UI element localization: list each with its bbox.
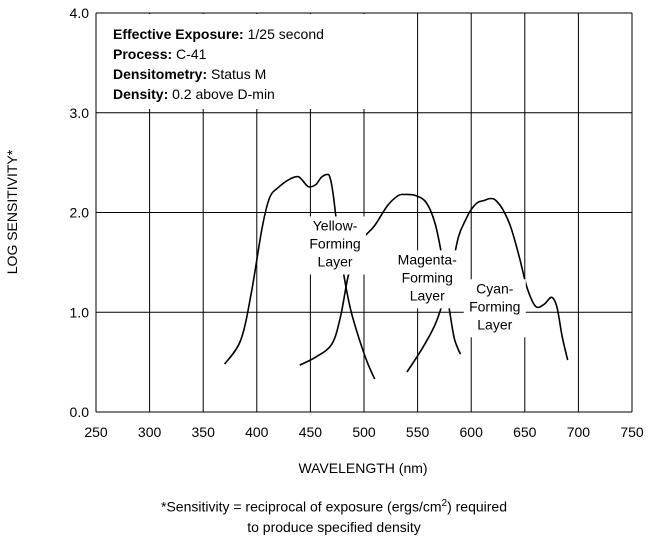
annotation-value-0: 1/25 second bbox=[244, 26, 324, 42]
y-axis-title: LOG SENSITIVITY* bbox=[4, 149, 20, 274]
chart-annotation-box: Effective Exposure: 1/25 second Process: … bbox=[97, 14, 407, 109]
y-axis-ticks: 0.0 1.0 2.0 3.0 4.0 bbox=[70, 5, 90, 420]
annotation-line-0: Effective Exposure: 1/25 second bbox=[113, 26, 324, 42]
magenta-forming-layer-label-line-1: Forming bbox=[402, 269, 453, 285]
x-tick-label-450: 450 bbox=[299, 424, 323, 440]
annotation-label-0: Effective Exposure: bbox=[113, 26, 244, 42]
x-axis-ticks: 250 300 350 400 450 500 550 600 650 700 750 bbox=[84, 424, 644, 440]
yellow-forming-layer-label-line-0: Yellow- bbox=[313, 217, 358, 233]
curve-labels: Yellow- Forming Layer Magenta- Forming Layer C… bbox=[304, 216, 526, 338]
footnote-superscript: 2 bbox=[441, 498, 448, 509]
footnote: *Sensitivity = reciprocal of exposure (e… bbox=[0, 494, 668, 537]
yellow-forming-layer-label-background bbox=[304, 216, 367, 275]
footnote-line-1-text-b: ) required bbox=[447, 498, 507, 515]
cyan-forming-layer-label-line-1: Forming bbox=[469, 298, 520, 314]
annotation-line-1: Process: C-41 bbox=[113, 46, 207, 62]
x-tick-label-700: 700 bbox=[567, 424, 591, 440]
x-tick-label-350: 350 bbox=[192, 424, 216, 440]
footnote-line-1-text-a: *Sensitivity = reciprocal of exposure (e… bbox=[161, 498, 442, 515]
magenta-forming-layer-label-line-2: Layer bbox=[410, 287, 445, 303]
x-tick-label-650: 650 bbox=[513, 424, 537, 440]
yellow-forming-layer-curve bbox=[223, 173, 376, 380]
cyan-forming-layer-label-background bbox=[463, 279, 526, 338]
magenta-forming-layer-curve bbox=[299, 193, 462, 366]
magenta-forming-layer-label-background bbox=[392, 250, 463, 309]
cyan-forming-layer-label-line-0: Cyan- bbox=[476, 280, 514, 296]
x-tick-label-250: 250 bbox=[84, 424, 108, 440]
y-tick-label-0: 0.0 bbox=[70, 404, 90, 420]
x-axis-title: WAVELENGTH (nm) bbox=[298, 460, 427, 476]
annotation-line-3: Density: 0.2 above D-min bbox=[113, 86, 275, 102]
yellow-forming-layer-label-line-1: Forming bbox=[309, 235, 360, 251]
y-tick-label-1: 1.0 bbox=[70, 304, 90, 320]
y-tick-label-3: 3.0 bbox=[70, 105, 90, 121]
x-tick-label-750: 750 bbox=[620, 424, 644, 440]
annotation-label-1: Process: bbox=[113, 46, 172, 62]
x-tick-label-500: 500 bbox=[352, 424, 376, 440]
annotation-value-3: 0.2 above D-min bbox=[168, 86, 275, 102]
annotation-background bbox=[97, 14, 407, 109]
magenta-forming-layer-label-line-0: Magenta- bbox=[398, 251, 457, 267]
annotation-label-2: Densitometry: bbox=[113, 66, 207, 82]
x-tick-label-550: 550 bbox=[406, 424, 430, 440]
yellow-forming-layer-label-line-2: Layer bbox=[318, 253, 353, 269]
y-tick-label-4: 4.0 bbox=[70, 5, 90, 21]
annotation-value-1: C-41 bbox=[172, 46, 206, 62]
y-tick-label-2: 2.0 bbox=[70, 205, 90, 221]
x-tick-label-400: 400 bbox=[245, 424, 269, 440]
footnote-line-2: to produce specified density bbox=[247, 518, 421, 535]
footnote-line-1: *Sensitivity = reciprocal of exposure (e… bbox=[0, 494, 668, 517]
annotation-label-3: Density: bbox=[113, 86, 168, 102]
cyan-forming-layer-label-line-2: Layer bbox=[477, 316, 512, 332]
annotation-value-2: Status M bbox=[207, 66, 266, 82]
x-tick-label-600: 600 bbox=[460, 424, 484, 440]
annotation-line-2: Densitometry: Status M bbox=[113, 66, 266, 82]
x-tick-label-300: 300 bbox=[138, 424, 162, 440]
